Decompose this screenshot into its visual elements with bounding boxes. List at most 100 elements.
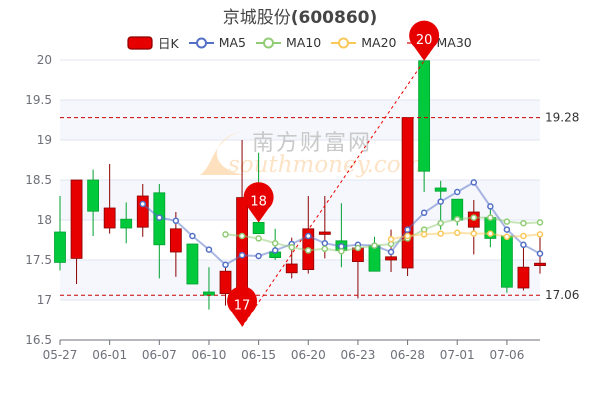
grid-band [60,100,540,140]
trend-line [241,60,425,327]
x-tick-label: 05-27 [43,348,78,362]
candle-body [285,263,298,274]
ma-point-ma5 [189,232,196,240]
y-tick-label: 19.5 [25,93,52,107]
candle [318,196,331,259]
y-tick-label: 18.5 [25,173,52,187]
candle [335,203,348,268]
candle [136,184,149,237]
ma-point-ma5 [255,252,262,260]
candle [120,202,133,244]
candle [252,152,265,234]
ma-point-ma5 [536,250,544,257]
candle [236,140,248,327]
candle [54,196,66,271]
x-tick-label: 06-10 [192,348,227,362]
legend-item-ma20[interactable]: MA20 [331,35,397,50]
x-tick-label: 06-23 [340,348,375,362]
line-legend-icon [188,37,214,48]
candle [352,246,364,299]
ma-point-ma10 [387,240,395,248]
watermark-cn: 南方财富网 [252,131,372,156]
candle [385,229,397,272]
candle [368,236,381,272]
legend: 日K MA5 MA10 MA20 MA30 [127,33,482,52]
candle-body [335,240,348,251]
ma-point-ma10 [288,243,295,251]
mark-point-label: 17 [234,298,251,313]
candle-body [169,228,182,253]
x-tick-label: 06-15 [241,348,276,362]
x-tick-label: 07-06 [489,348,524,362]
line-legend-icon [406,37,432,48]
candle-body [252,221,265,234]
ma-point-ma5 [354,241,362,249]
candle [451,198,464,226]
ma-point-ma5 [520,241,527,249]
x-tick-label: 06-07 [142,348,177,362]
legend-item-ma5[interactable]: MA5 [188,35,246,50]
candle [302,196,315,274]
ma-point-ma10 [321,245,329,253]
y-tick-label: 17.5 [25,253,52,267]
candle-body [87,179,100,212]
ma-point-ma10 [404,235,411,242]
ma-point-ma20 [453,229,461,237]
ma-point-ma20 [487,230,494,237]
ma-point-ma20 [503,233,511,241]
ma-point-ma5 [487,203,494,210]
candle [87,169,100,236]
candle-body [352,247,364,262]
ma-point-ma5 [139,200,147,208]
ma-point-ma10 [338,247,345,255]
candle [219,264,232,306]
candle [153,184,166,279]
ma-point-ma10 [470,214,478,221]
ma-point-ma20 [470,230,478,237]
legend-item-ma10[interactable]: MA10 [256,35,321,50]
candle-body [418,60,431,172]
ma-point-ma5 [470,179,478,186]
ma-point-ma5 [271,247,279,254]
candle [517,248,530,291]
line-legend-icon [256,37,281,48]
ma-point-ma5 [205,246,213,253]
grid-band [60,260,540,300]
candle [418,60,431,192]
ma-point-ma10 [437,219,444,227]
ma-point-ma10 [453,215,461,223]
ma-point-ma10 [487,214,494,221]
ma-point-ma5 [437,198,444,205]
ma-point-ma5 [453,188,461,196]
ma-point-ma20 [536,231,544,238]
ma-point-ma5 [404,226,411,233]
candle-body [219,270,232,295]
candle [434,180,447,230]
candle-body [70,179,83,259]
legend-label: 日K [158,36,179,51]
candle-body [120,218,133,229]
candle [70,179,83,284]
ma-point-ma10 [520,219,527,227]
y-tick-label: 17 [37,293,52,307]
legend-item-daily-k[interactable]: 日K [127,33,179,52]
candle-body [534,262,546,267]
ma-point-ma5 [387,248,395,256]
candle-body [500,235,513,288]
watermark-en: southmoney.com [228,152,422,178]
candle [467,200,480,255]
candle-body [484,217,497,239]
mark-line-label: 17.06 [545,288,579,302]
candle [169,212,182,277]
legend-item-ma30[interactable]: MA30 [406,35,472,50]
candle-body [236,197,248,293]
legend-label: MA30 [436,35,472,50]
mark-point-pin: 18 [243,182,274,223]
candle-body [302,228,315,271]
pin-icon [243,182,274,223]
x-tick-label: 07-01 [440,348,475,362]
candle-legend-icon [127,35,153,50]
candle-body [103,207,116,229]
legend-label: MA20 [361,35,397,50]
